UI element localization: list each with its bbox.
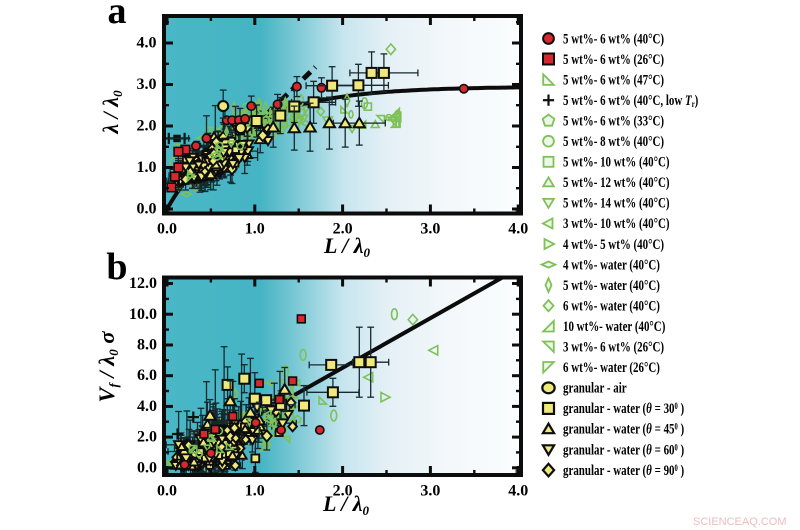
svg-text:6.0: 6.0 <box>137 367 157 384</box>
svg-text:2.0: 2.0 <box>333 221 353 238</box>
svg-text:2.0: 2.0 <box>137 118 157 135</box>
svg-text:granular - air: granular - air <box>563 379 627 396</box>
svg-text:3.0: 3.0 <box>420 221 440 238</box>
svg-text:3 wt%- 10 wt% (40°C): 3 wt%- 10 wt% (40°C) <box>563 215 670 232</box>
svg-text:5 wt%- water (40°C): 5 wt%- water (40°C) <box>563 276 660 293</box>
svg-text:Vf / λ0 σ: Vf / λ0 σ <box>94 331 121 403</box>
svg-text:5 wt%- 14 wt% (40°C): 5 wt%- 14 wt% (40°C) <box>563 194 670 211</box>
svg-text:3.0: 3.0 <box>137 76 157 93</box>
svg-text:granular - water (θ = 900 ): granular - water (θ = 900 ) <box>563 461 684 478</box>
svg-text:granular - water (θ = 300 ): granular - water (θ = 300 ) <box>563 399 684 416</box>
svg-text:a: a <box>108 0 127 32</box>
svg-text:0.0: 0.0 <box>137 201 157 218</box>
svg-text:5 wt%- 6 wt% (40°C, low Tr): 5 wt%- 6 wt% (40°C, low Tr) <box>563 91 698 109</box>
svg-text:λ / λ0: λ / λ0 <box>98 90 125 135</box>
svg-text:5 wt%- 6 wt% (40°C): 5 wt%- 6 wt% (40°C) <box>563 30 664 47</box>
svg-text:8.0: 8.0 <box>137 336 157 353</box>
svg-text:granular - water (θ = 600 ): granular - water (θ = 600 ) <box>563 441 684 458</box>
svg-text:SCIENCEAQ.COM: SCIENCEAQ.COM <box>693 516 787 528</box>
svg-text:4.0: 4.0 <box>508 221 528 238</box>
svg-text:12.0: 12.0 <box>129 275 157 292</box>
svg-text:L / λ0: L / λ0 <box>322 491 370 518</box>
svg-text:0.0: 0.0 <box>157 221 177 238</box>
svg-text:5 wt%- 6 wt% (33°C): 5 wt%- 6 wt% (33°C) <box>563 112 664 129</box>
svg-text:0.0: 0.0 <box>137 459 157 476</box>
svg-text:4.0: 4.0 <box>137 398 157 415</box>
svg-text:5 wt%- 8 wt% (40°C): 5 wt%- 8 wt% (40°C) <box>563 132 664 149</box>
svg-text:2.0: 2.0 <box>333 483 353 500</box>
svg-text:1.0: 1.0 <box>245 221 265 238</box>
svg-text:5 wt%- 10 wt% (40°C): 5 wt%- 10 wt% (40°C) <box>563 153 670 170</box>
svg-text:L / λ0: L / λ0 <box>323 233 371 260</box>
svg-text:2.0: 2.0 <box>137 429 157 446</box>
svg-text:0.0: 0.0 <box>157 483 177 500</box>
svg-text:5 wt%- 12 wt% (40°C): 5 wt%- 12 wt% (40°C) <box>563 173 670 190</box>
svg-text:5 wt%- 6 wt% (47°C): 5 wt%- 6 wt% (47°C) <box>563 71 664 88</box>
svg-text:3.0: 3.0 <box>420 483 440 500</box>
svg-text:10 wt%- water (40°C): 10 wt%- water (40°C) <box>563 317 665 334</box>
svg-text:4.0: 4.0 <box>137 35 157 52</box>
svg-text:3 wt%- 6 wt% (26°C): 3 wt%- 6 wt% (26°C) <box>563 338 664 355</box>
svg-text:10.0: 10.0 <box>129 306 157 323</box>
svg-text:4 wt%- water (40°C): 4 wt%- water (40°C) <box>563 256 660 273</box>
svg-text:6 wt%- water (26°C): 6 wt%- water (26°C) <box>563 358 660 375</box>
svg-text:1.0: 1.0 <box>137 159 157 176</box>
svg-text:4 wt%- 5 wt% (40°C): 4 wt%- 5 wt% (40°C) <box>563 235 664 252</box>
svg-text:6 wt%- water (40°C): 6 wt%- water (40°C) <box>563 297 660 314</box>
svg-text:1.0: 1.0 <box>245 483 265 500</box>
svg-text:granular - water (θ = 450 ): granular - water (θ = 450 ) <box>563 420 684 437</box>
svg-text:5 wt%- 6 wt% (26°C): 5 wt%- 6 wt% (26°C) <box>563 50 664 67</box>
svg-text:4.0: 4.0 <box>508 483 528 500</box>
svg-text:b: b <box>106 246 127 288</box>
